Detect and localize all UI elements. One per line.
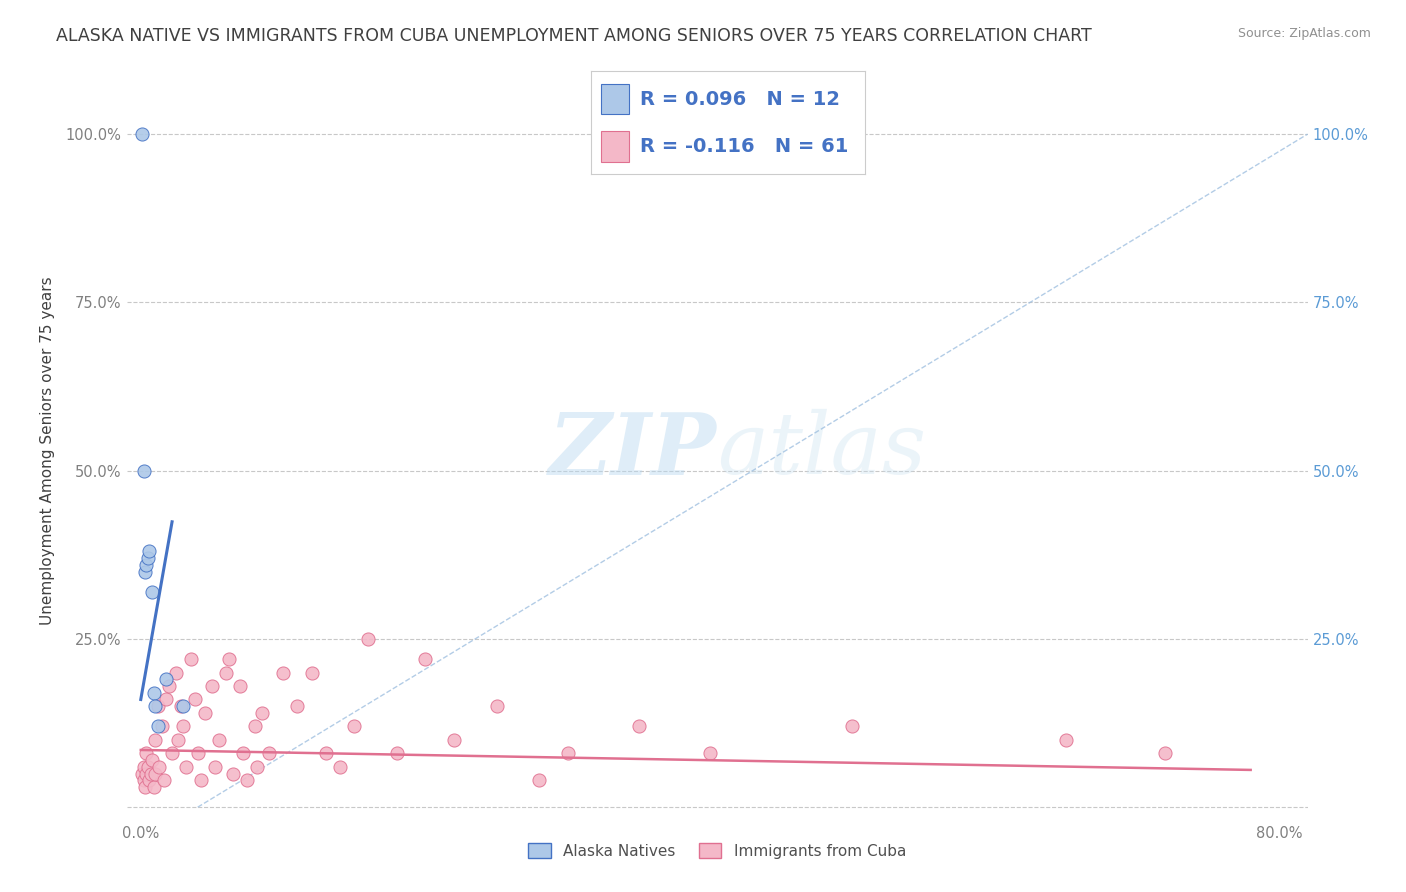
Point bbox=[152, 773, 174, 788]
Point bbox=[132, 773, 155, 788]
Point bbox=[415, 652, 437, 666]
Point bbox=[155, 673, 177, 687]
Point bbox=[135, 766, 157, 780]
Point bbox=[343, 719, 366, 733]
Point bbox=[138, 773, 160, 788]
Point bbox=[190, 773, 212, 788]
Point bbox=[142, 686, 165, 700]
Point bbox=[485, 699, 508, 714]
Point bbox=[218, 652, 240, 666]
FancyBboxPatch shape bbox=[602, 84, 628, 114]
Point bbox=[243, 719, 266, 733]
Point bbox=[134, 780, 156, 794]
Y-axis label: Unemployment Among Seniors over 75 years: Unemployment Among Seniors over 75 years bbox=[39, 277, 55, 624]
Point bbox=[627, 719, 650, 733]
Point bbox=[141, 753, 163, 767]
Text: atlas: atlas bbox=[717, 409, 927, 491]
Point bbox=[169, 699, 191, 714]
Point bbox=[135, 558, 157, 572]
Point bbox=[315, 747, 337, 761]
Point bbox=[146, 719, 169, 733]
Text: R = 0.096   N = 12: R = 0.096 N = 12 bbox=[640, 89, 839, 109]
Point bbox=[136, 551, 159, 566]
Point bbox=[131, 127, 153, 141]
Point bbox=[150, 719, 173, 733]
Point bbox=[165, 665, 187, 680]
Point bbox=[443, 732, 465, 747]
Point bbox=[250, 706, 273, 720]
Point bbox=[222, 766, 245, 780]
Point bbox=[204, 760, 226, 774]
Point bbox=[229, 679, 252, 693]
Point bbox=[699, 747, 721, 761]
Point bbox=[557, 747, 579, 761]
Point bbox=[132, 760, 155, 774]
Point bbox=[148, 760, 170, 774]
Point bbox=[232, 747, 254, 761]
Point bbox=[285, 699, 308, 714]
Point bbox=[157, 679, 180, 693]
Text: R = -0.116   N = 61: R = -0.116 N = 61 bbox=[640, 136, 848, 156]
Point bbox=[176, 760, 198, 774]
Point bbox=[139, 766, 162, 780]
Point bbox=[135, 747, 157, 761]
Point bbox=[841, 719, 863, 733]
Point bbox=[180, 652, 202, 666]
Point bbox=[143, 699, 166, 714]
Point bbox=[301, 665, 323, 680]
Point bbox=[131, 766, 153, 780]
Point bbox=[271, 665, 294, 680]
Point bbox=[141, 584, 163, 599]
Point bbox=[134, 565, 156, 579]
Point bbox=[246, 760, 269, 774]
Point bbox=[155, 692, 177, 706]
Point bbox=[132, 464, 155, 478]
Text: ZIP: ZIP bbox=[550, 409, 717, 492]
Point bbox=[194, 706, 217, 720]
Point bbox=[187, 747, 209, 761]
Point bbox=[1054, 732, 1077, 747]
Point bbox=[138, 544, 160, 558]
Legend: Alaska Natives, Immigrants from Cuba: Alaska Natives, Immigrants from Cuba bbox=[522, 837, 912, 865]
Point bbox=[136, 760, 159, 774]
Point bbox=[527, 773, 550, 788]
Point bbox=[236, 773, 259, 788]
Point bbox=[357, 632, 380, 646]
Text: ALASKA NATIVE VS IMMIGRANTS FROM CUBA UNEMPLOYMENT AMONG SENIORS OVER 75 YEARS C: ALASKA NATIVE VS IMMIGRANTS FROM CUBA UN… bbox=[56, 27, 1092, 45]
Point bbox=[142, 780, 165, 794]
Point bbox=[1154, 747, 1177, 761]
Point bbox=[184, 692, 207, 706]
Point bbox=[166, 732, 188, 747]
Point bbox=[215, 665, 238, 680]
Point bbox=[385, 747, 408, 761]
Point bbox=[160, 747, 183, 761]
Point bbox=[201, 679, 224, 693]
Point bbox=[143, 732, 166, 747]
Point bbox=[257, 747, 280, 761]
Point bbox=[143, 766, 166, 780]
Point bbox=[172, 699, 194, 714]
Point bbox=[208, 732, 231, 747]
FancyBboxPatch shape bbox=[602, 131, 628, 161]
Point bbox=[172, 719, 194, 733]
Point bbox=[329, 760, 352, 774]
Point bbox=[146, 699, 169, 714]
Text: Source: ZipAtlas.com: Source: ZipAtlas.com bbox=[1237, 27, 1371, 40]
